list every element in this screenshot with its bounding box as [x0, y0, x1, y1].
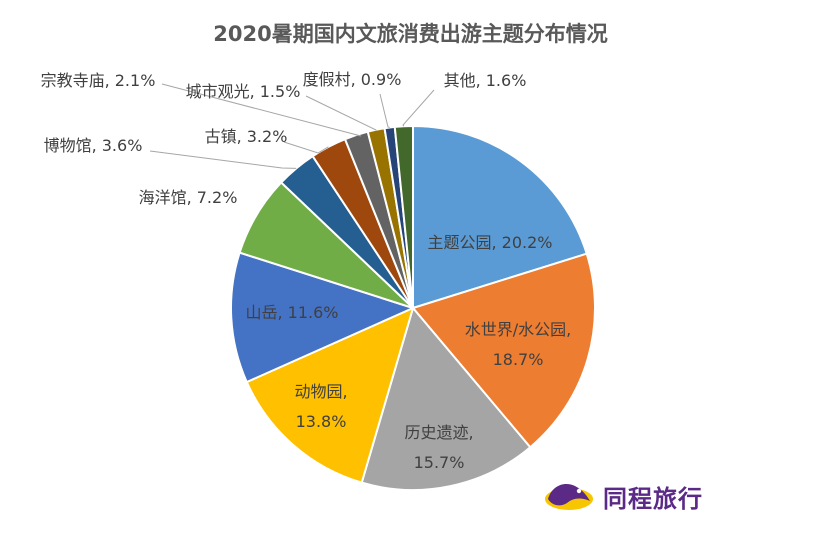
- data-label-4: 15.7%: [414, 453, 465, 472]
- data-label-6: 13.8%: [296, 412, 347, 431]
- leader-line-7: [283, 141, 329, 154]
- pie-slice-1: [411, 252, 596, 449]
- data-label-9: 博物馆, 3.6%: [44, 136, 143, 155]
- brand-logo: 同程旅行: [543, 474, 703, 518]
- leader-line-10: [379, 93, 390, 128]
- leader-lines: [149, 83, 435, 169]
- brand-logo-text: 同程旅行: [603, 484, 703, 513]
- leader-line-8: [161, 83, 362, 137]
- data-label-14: 其他, 1.6%: [444, 71, 527, 90]
- data-label-5: 动物园,: [294, 382, 347, 401]
- leader-line-9: [305, 95, 377, 131]
- data-label-11: 宗教寺庙, 2.1%: [41, 71, 156, 90]
- data-label-10: 古镇, 3.2%: [205, 127, 288, 146]
- leader-line-11: [402, 89, 435, 127]
- pie-slices: [230, 124, 596, 491]
- pie-slice-0: [412, 124, 588, 310]
- data-label-12: 城市观光, 1.5%: [186, 82, 301, 101]
- data-label-0: 主题公园, 20.2%: [427, 233, 552, 252]
- pie-slice-3: [245, 306, 415, 484]
- data-labels: 主题公园, 20.2% 水世界/水公园, 18.7% 历史遗迹, 15.7% 动物园, 13…: [41, 70, 572, 472]
- chart-title: 2020暑期国内文旅消费出游主题分布情况: [213, 22, 608, 46]
- data-label-1: 水世界/水公园,: [465, 320, 571, 339]
- data-label-7: 山岳, 11.6%: [245, 303, 338, 322]
- data-label-2: 18.7%: [493, 350, 544, 369]
- data-label-13: 度假村, 0.9%: [303, 70, 402, 89]
- data-label-3: 历史遗迹,: [404, 423, 473, 442]
- data-label-8: 海洋馆, 7.2%: [139, 188, 238, 207]
- leader-line-6: [149, 150, 297, 169]
- brand-logo-icon: [545, 483, 593, 510]
- pie-slice-2: [360, 305, 532, 491]
- pie-slice-4: [230, 251, 416, 384]
